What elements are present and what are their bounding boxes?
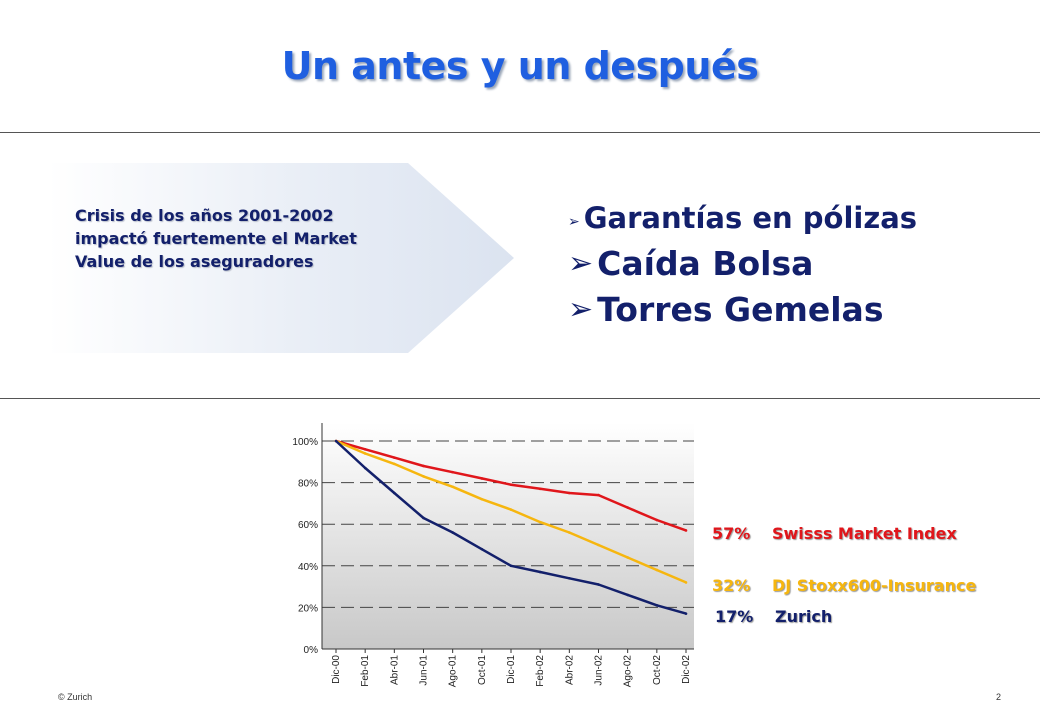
bullet-list: ➢ Garantías en pólizas ➢ Caída Bolsa ➢ T… bbox=[568, 196, 917, 332]
arrow-callout bbox=[48, 163, 514, 353]
page-number: 2 bbox=[996, 692, 1002, 702]
legend-label: DJ Stoxx600-Insurance bbox=[772, 576, 977, 595]
data-point bbox=[538, 520, 542, 524]
data-point bbox=[626, 556, 629, 559]
arrow-bullet-icon: ➢ bbox=[568, 291, 594, 327]
data-point bbox=[597, 493, 600, 497]
legend-label: Swisss Market Index bbox=[772, 524, 957, 543]
x-tick-label: Dic-00 bbox=[331, 655, 342, 684]
data-point bbox=[480, 497, 484, 501]
arrow-text-line-2: impactó fuertemente el Market bbox=[75, 229, 357, 248]
data-point bbox=[568, 531, 571, 534]
data-point bbox=[422, 464, 425, 468]
data-point bbox=[363, 448, 367, 451]
y-tick-label: 80% bbox=[298, 479, 318, 490]
slide-title: Un antes y un después bbox=[281, 44, 759, 88]
x-tick-label: Ago-01 bbox=[448, 655, 459, 688]
line-chart: 0% 20% 40% 60% 80% 100% Dic-00 Feb-01 Abr-01 Jun-… bbox=[292, 423, 694, 688]
x-tick-label: Abr-01 bbox=[389, 655, 400, 685]
top-divider bbox=[0, 132, 1040, 133]
data-point bbox=[393, 462, 396, 466]
legend-percent: 32% bbox=[712, 576, 751, 595]
bullet-item: ➢ Caída Bolsa bbox=[568, 240, 917, 286]
bullet-label: Garantías en pólizas bbox=[583, 201, 918, 235]
arrow-bullet-icon: ➢ bbox=[568, 214, 580, 230]
legend-percent: 57% bbox=[712, 524, 751, 543]
data-point bbox=[597, 583, 600, 586]
legend-item-stoxx: 32% DJ Stoxx600-Insurance bbox=[712, 576, 976, 595]
x-tick-label: Feb-01 bbox=[360, 655, 371, 687]
legend-item-zurich: 17% Zurich bbox=[715, 607, 832, 626]
data-point bbox=[451, 531, 454, 534]
legend-label: Zurich bbox=[775, 607, 833, 626]
x-tick-label: Dic-01 bbox=[506, 655, 517, 684]
y-tick-label: 20% bbox=[298, 603, 318, 614]
data-point bbox=[538, 487, 542, 491]
data-point bbox=[684, 581, 688, 584]
data-point bbox=[655, 568, 659, 572]
data-point bbox=[480, 547, 484, 551]
data-point bbox=[363, 452, 367, 455]
data-point bbox=[334, 439, 338, 443]
bullet-label: Caída Bolsa bbox=[597, 243, 814, 283]
data-point bbox=[597, 543, 600, 547]
arrow-callout-text: Crisis de los años 2001-2002 impactó fue… bbox=[75, 204, 435, 273]
y-tick-label: 100% bbox=[292, 437, 318, 448]
legend-percent: 17% bbox=[715, 607, 754, 626]
y-tick-label: 0% bbox=[304, 645, 319, 656]
x-tick-label: Oct-02 bbox=[652, 655, 663, 685]
x-tick-label: Oct-01 bbox=[477, 655, 488, 685]
data-point bbox=[509, 508, 513, 511]
data-point bbox=[422, 475, 425, 478]
data-point bbox=[363, 466, 367, 470]
data-point bbox=[509, 483, 513, 486]
legend-item-swiss: 57% Swisss Market Index bbox=[712, 524, 957, 543]
data-point bbox=[655, 604, 659, 607]
data-point bbox=[655, 518, 659, 522]
data-point bbox=[393, 491, 396, 495]
bullet-item: ➢ Garantías en pólizas bbox=[568, 196, 917, 240]
y-tick-label: 40% bbox=[298, 562, 318, 573]
data-point bbox=[626, 593, 629, 597]
x-tick-label: Abr-02 bbox=[564, 655, 575, 685]
data-point bbox=[393, 456, 396, 459]
x-tick-label: Ago-02 bbox=[623, 655, 634, 688]
bullet-label: Torres Gemelas bbox=[597, 289, 884, 329]
bottom-divider bbox=[0, 398, 1040, 399]
x-tick-label: Feb-02 bbox=[535, 655, 546, 687]
data-point bbox=[684, 612, 688, 615]
data-point bbox=[509, 564, 513, 568]
y-tick-label: 60% bbox=[298, 520, 318, 531]
data-point bbox=[568, 491, 571, 495]
x-tick-label: Dic-02 bbox=[681, 655, 692, 684]
data-point bbox=[451, 485, 454, 489]
x-tick-label: Jun-01 bbox=[419, 655, 430, 686]
arrow-text-line-3: Value de los aseguradores bbox=[75, 252, 314, 271]
data-point bbox=[684, 529, 688, 532]
data-point bbox=[568, 576, 571, 580]
bullet-item: ➢ Torres Gemelas bbox=[568, 286, 917, 332]
data-point bbox=[451, 470, 454, 474]
arrow-bullet-icon: ➢ bbox=[568, 245, 594, 281]
footer-copyright: © Zurich bbox=[58, 692, 93, 702]
data-point bbox=[480, 477, 484, 480]
data-point bbox=[422, 516, 425, 520]
data-point bbox=[626, 506, 629, 509]
x-tick-label: Jun-02 bbox=[594, 655, 605, 686]
arrow-text-line-1: Crisis de los años 2001-2002 bbox=[75, 206, 334, 225]
data-point bbox=[538, 570, 542, 574]
